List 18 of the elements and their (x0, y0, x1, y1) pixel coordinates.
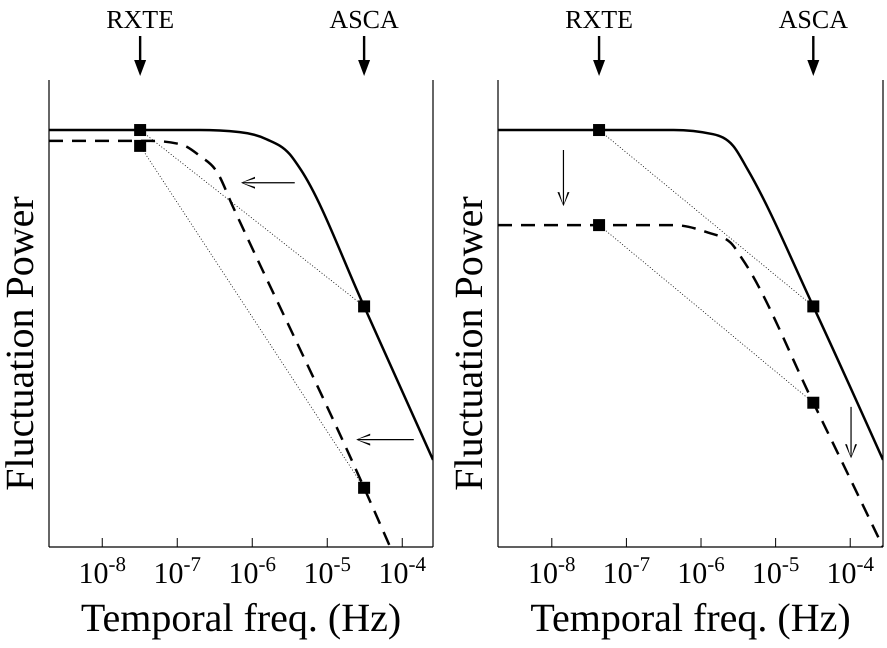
text: ASCA (329, 5, 400, 34)
x-tick-label: 10$^{-8}$ (78, 552, 126, 590)
x-tick-label: 10$^{-4}$ (378, 552, 426, 590)
x-tick-label: 10$^{-8}$ (528, 552, 576, 590)
x-tick-label: 10$^{-5}$ (304, 552, 352, 590)
x-axis-title: Temporal freq. (Hz) (80, 595, 402, 640)
x-tick-label: 10$^{-7}$ (154, 552, 201, 590)
x-tick-label: 10$^{-5}$ (752, 552, 800, 590)
text: ASCA (778, 5, 848, 34)
y-axis-title: Fluctuation Power (0, 196, 42, 491)
x-tick-label: 10$^{-6}$ (677, 552, 725, 590)
x-tick-label: 10$^{-7}$ (602, 552, 650, 590)
text: RXTE (565, 5, 634, 34)
x-tick-label: 10$^{-6}$ (228, 552, 276, 590)
text: RXTE (106, 5, 174, 34)
x-tick-label: 10$^{-4}$ (826, 552, 874, 590)
x-axis-title: Temporal freq. (Hz) (530, 595, 851, 640)
y-axis-title: Fluctuation Power (446, 196, 491, 491)
